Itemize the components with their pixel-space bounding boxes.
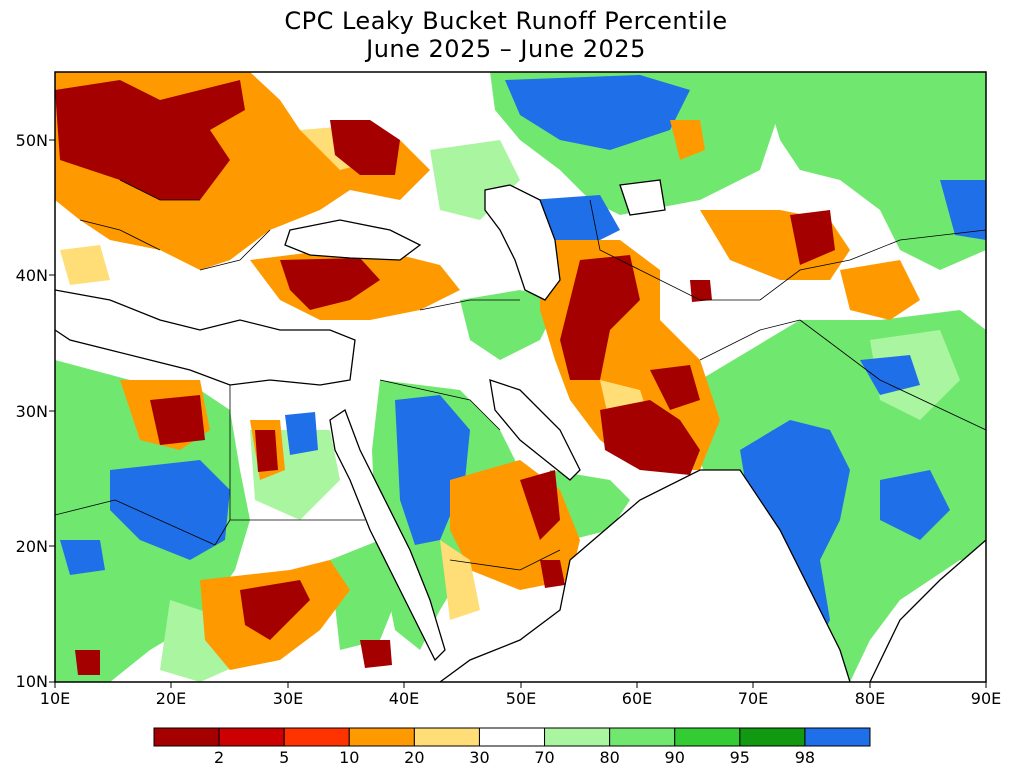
map-date-range: June 2025 – June 2025 xyxy=(366,35,646,63)
red-sea xyxy=(330,410,445,660)
lon-label-80e: 80E xyxy=(854,689,886,708)
very-wet-regions xyxy=(60,75,986,660)
country-borders xyxy=(55,179,986,571)
lon-label-10e: 10E xyxy=(39,689,71,708)
black-sea xyxy=(285,220,420,260)
lon-label-90e: 90E xyxy=(970,689,1002,708)
lon-label-70e: 70E xyxy=(737,689,769,708)
lon-label-30e: 30E xyxy=(272,689,304,708)
colorbar-label: 5 xyxy=(279,748,290,767)
map-title: CPC Leaky Bucket Runoff Percentile xyxy=(284,7,728,35)
colorbar-label: 70 xyxy=(534,748,555,767)
axis-ticks xyxy=(49,139,987,688)
seas xyxy=(55,180,986,682)
caspian-sea xyxy=(485,185,560,300)
persian-gulf xyxy=(490,380,580,480)
lat-label-20n: 20N xyxy=(15,537,48,556)
lon-label-50e: 50E xyxy=(505,689,537,708)
lat-label-30n: 30N xyxy=(15,402,48,421)
colorbar-label: 95 xyxy=(729,748,750,767)
colorbar-label: 98 xyxy=(794,748,816,767)
coastlines xyxy=(55,179,986,682)
map-plot-area xyxy=(55,72,986,682)
colorbar-label: 80 xyxy=(599,748,620,767)
lon-label-60e: 60E xyxy=(621,689,653,708)
colorbar-label: 20 xyxy=(404,748,425,767)
very-dry-regions xyxy=(55,80,835,675)
bay-of-bengal xyxy=(870,540,986,682)
aral-sea xyxy=(620,180,665,215)
lat-label-40n: 40N xyxy=(15,266,48,285)
colorbar-label: 10 xyxy=(339,748,360,767)
lat-label-10n: 10N xyxy=(15,672,48,691)
lat-label-50n: 50N xyxy=(15,131,48,150)
colorbar-label: 2 xyxy=(213,748,225,767)
colorbar-label: 90 xyxy=(664,748,685,767)
arabian-sea xyxy=(440,470,850,682)
lon-label-20e: 20E xyxy=(155,689,187,708)
colorbar-label: 30 xyxy=(469,748,490,767)
mediterranean-sea xyxy=(55,290,355,385)
lon-label-40e: 40E xyxy=(388,689,420,708)
